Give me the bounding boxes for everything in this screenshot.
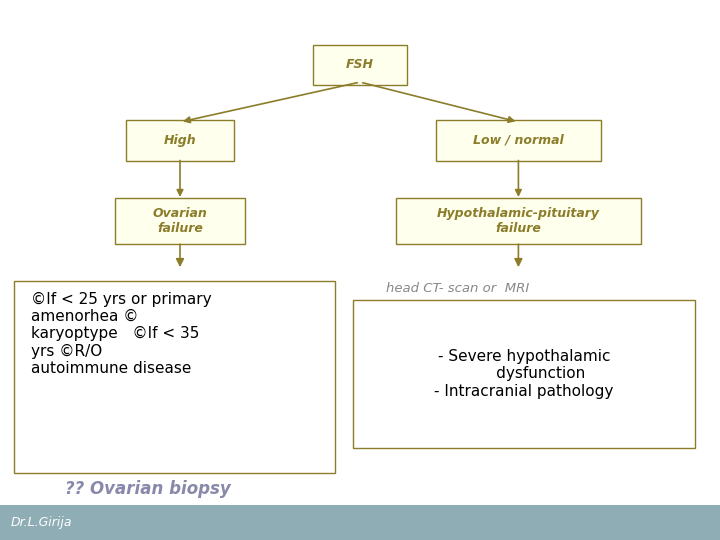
Text: ©If < 25 yrs or primary
amenorhea ©
karyoptype   ©If < 35
yrs ©R/O
autoimmune di: ©If < 25 yrs or primary amenorhea © kary… (31, 292, 212, 376)
Text: Low / normal: Low / normal (473, 134, 564, 147)
Text: Hypothalamic-pituitary
failure: Hypothalamic-pituitary failure (437, 207, 600, 235)
FancyBboxPatch shape (313, 45, 407, 85)
FancyBboxPatch shape (353, 300, 695, 448)
Text: - Severe hypothalamic
       dysfunction
- Intracranial pathology: - Severe hypothalamic dysfunction - Intr… (434, 349, 613, 399)
Text: Ovarian
failure: Ovarian failure (153, 207, 207, 235)
Text: High: High (163, 134, 197, 147)
FancyBboxPatch shape (436, 120, 601, 160)
Text: ?? Ovarian biopsy: ?? Ovarian biopsy (65, 480, 230, 498)
Bar (0, 505, 720, 540)
FancyBboxPatch shape (396, 199, 641, 244)
Text: FSH: FSH (346, 58, 374, 71)
FancyBboxPatch shape (115, 199, 245, 244)
FancyBboxPatch shape (14, 281, 335, 472)
FancyBboxPatch shape (126, 120, 234, 160)
Text: head CT- scan or  MRI: head CT- scan or MRI (386, 282, 528, 295)
Text: Dr.L.Girija: Dr.L.Girija (11, 516, 72, 529)
